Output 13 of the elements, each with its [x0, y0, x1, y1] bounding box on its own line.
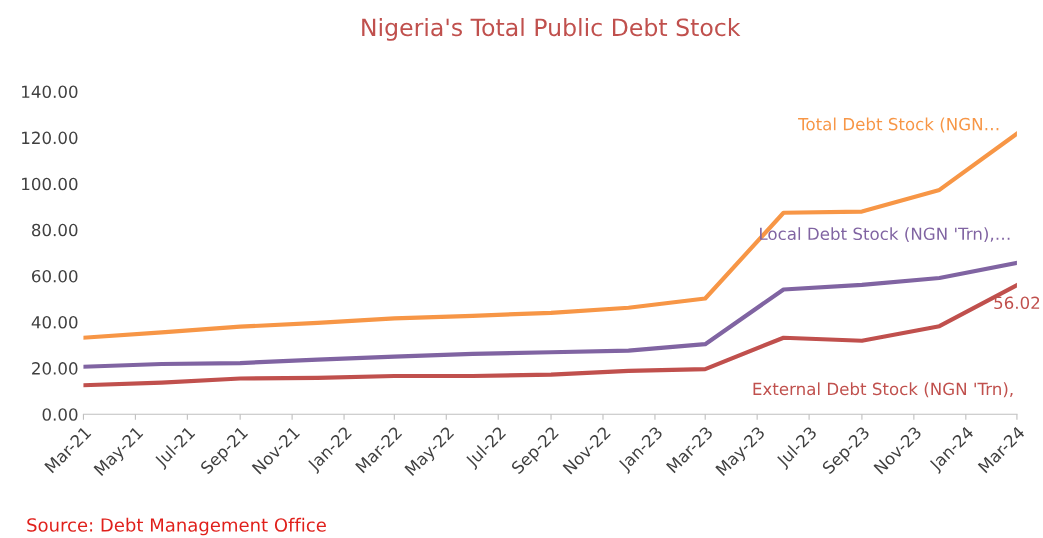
- series-label: External Debt Stock (NGN 'Trn),: [753, 382, 1013, 398]
- series-label: Total Debt Stock (NGN…: [798, 117, 999, 133]
- y-tick-label: 140.00: [22, 85, 78, 99]
- source-note: Source: Debt Management Office: [27, 517, 326, 536]
- y-tick-label: 100.00: [22, 177, 78, 191]
- y-tick-label: 120.00: [22, 131, 78, 145]
- y-tick-label: 80.00: [32, 223, 78, 237]
- data-label: 56.02: [994, 296, 1040, 310]
- y-tick-label: 0.00: [42, 408, 78, 421]
- y-tick-label: 60.00: [32, 269, 78, 283]
- chart-title: Nigeria's Total Public Debt Stock: [362, 17, 741, 41]
- y-tick-label: 40.00: [31, 315, 78, 329]
- y-tick-label: 20.00: [32, 362, 78, 375]
